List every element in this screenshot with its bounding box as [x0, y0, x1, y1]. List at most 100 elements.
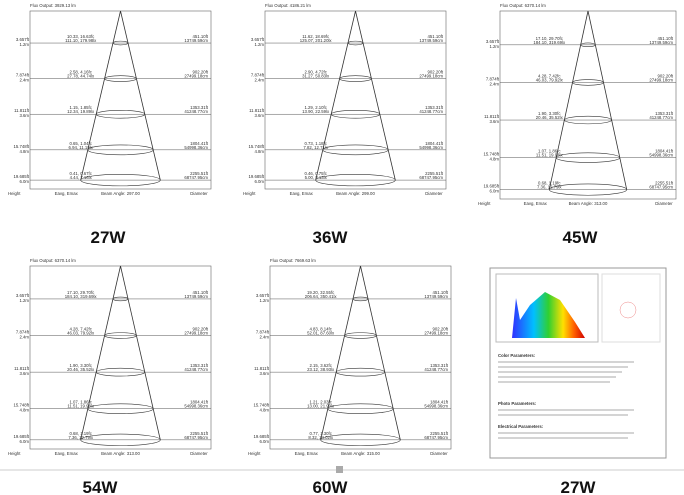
height-label: 11.811ft	[484, 114, 500, 119]
beam-ellipse	[564, 115, 612, 125]
diameter-label: 902.20ft	[192, 327, 208, 332]
beam-ellipse	[572, 79, 604, 86]
height-label: 2.4m	[19, 78, 29, 83]
height-label: 6.0m	[19, 439, 29, 444]
beam-ellipse	[80, 433, 161, 446]
cone-edge	[80, 265, 121, 440]
illuminance: 20.46, 35.52lx	[67, 367, 95, 372]
height-label: 3.657ft	[486, 39, 500, 44]
beam-ellipse	[327, 403, 394, 414]
height-label: 2.4m	[259, 335, 269, 340]
height-label: 7.874ft	[16, 330, 30, 335]
beam-ellipse	[330, 110, 381, 119]
beam-ellipse	[335, 367, 386, 377]
height-label: 15.748ft	[483, 152, 499, 157]
diameter-label: 54998.36cm	[424, 404, 448, 409]
diameter-label: 54998.36cm	[184, 404, 208, 409]
diameter-label: 41248.77cm	[184, 367, 208, 372]
axis-label: Eavg, Emax	[290, 191, 314, 196]
caption: 27W	[561, 478, 597, 495]
axis-label: Diameter	[190, 451, 208, 456]
chromaticity-box	[601, 273, 661, 343]
beam-angle: Beam Angle: 313.00	[569, 201, 608, 206]
diameter-label: 54998.36cm	[649, 153, 673, 158]
axis-label: Diameter	[425, 191, 443, 196]
flux-output: Flux Output: 6370.14 lm	[30, 258, 76, 263]
axis-label: Eavg, Emax	[295, 451, 319, 456]
report-heading: Electrical Parameters:	[498, 424, 544, 429]
beam-angle: Beam Angle: 313.00	[101, 451, 140, 456]
height-label: 1.2m	[259, 298, 269, 303]
diameter-label: 13749.59cm	[649, 40, 673, 45]
diameter-label: 13749.59cm	[184, 38, 208, 43]
flux-output: Flux Output: 6370.14 lm	[500, 3, 546, 8]
illuminance: 7.82, 12.71lx	[303, 145, 328, 150]
diameter-label: 451.10ft	[657, 36, 673, 41]
illuminance: 0.73, 1.18fc	[304, 141, 327, 146]
height-label: 2.4m	[489, 81, 499, 86]
height-label: 3.657ft	[16, 293, 30, 298]
report-heading: Photo Parameters:	[498, 401, 537, 406]
illuminance: 4.83, 8.14fc	[309, 327, 332, 332]
beam-ellipse	[95, 367, 146, 377]
illuminance: 27.78, 44.74lx	[67, 74, 95, 79]
axis-label: Diameter	[655, 201, 673, 206]
illuminance: 2.90, 4.72fc	[304, 70, 327, 75]
beam-ellipse	[112, 296, 129, 302]
axis-label: Eavg, Emax	[524, 201, 548, 206]
illuminance: 0.68, 1.19fc	[69, 431, 92, 436]
illuminance: 6.94, 11.19lx	[69, 145, 94, 150]
diameter-label: 1353.31ft	[655, 111, 674, 116]
height-label: 7.874ft	[16, 73, 30, 78]
height-label: 3.6m	[19, 371, 29, 376]
diameter-label: 2255.51ft	[425, 171, 444, 176]
illuminance: 2.15, 3.62fc	[309, 363, 332, 368]
diameter-label: 13749.59cm	[419, 38, 443, 43]
diameter-label: 1804.41ft	[190, 141, 209, 146]
diameter-label: 902.20ft	[657, 73, 673, 78]
height-label: 15.748ft	[253, 403, 269, 408]
illuminance: 206.64, 350.41lx	[305, 294, 338, 299]
height-label: 19.685ft	[483, 184, 499, 189]
diameter-label: 1353.31ft	[430, 363, 449, 368]
diameter-label: 27499.18cm	[424, 331, 448, 336]
beam-ellipse	[347, 40, 364, 46]
diameter-label: 27499.18cm	[649, 77, 673, 82]
illuminance: 0.68, 1.19fc	[538, 181, 561, 186]
height-label: 6.0m	[254, 179, 264, 184]
diameter-label: 27499.18cm	[184, 74, 208, 79]
diameter-label: 13749.59cm	[184, 294, 208, 299]
illuminance: 11.51, 19.98lx	[67, 404, 95, 409]
beam-ellipse	[322, 144, 389, 156]
illuminance: 0.41, 0.67fc	[69, 171, 92, 176]
illuminance: 1.90, 3.30fc	[538, 111, 561, 116]
diameter-label: 451.10ft	[427, 34, 443, 39]
beam-ellipse	[320, 433, 401, 446]
illuminance: 10.33, 16.63fc	[67, 34, 95, 39]
illuminance: 4.44, 7.16lx	[70, 175, 93, 180]
cone-edge	[120, 10, 161, 181]
axis-label: Height	[243, 191, 256, 196]
axis-label: Eavg, Emax	[55, 451, 79, 456]
diameter-label: 451.10ft	[432, 290, 448, 295]
beam-ellipse	[87, 144, 154, 156]
diameter-label: 27499.18cm	[419, 74, 443, 79]
height-label: 7.874ft	[251, 73, 265, 78]
cone-edge	[320, 265, 361, 440]
illuminance: 184.10, 319.69lx	[533, 40, 566, 45]
diameter-label: 1804.41ft	[425, 141, 444, 146]
cone-edge	[80, 10, 121, 181]
illuminance: 1.07, 1.86fc	[538, 149, 561, 154]
height-label: 15.748ft	[248, 144, 264, 149]
scroll-handle[interactable]	[336, 466, 343, 473]
diameter-label: 41248.77cm	[649, 115, 673, 120]
illuminance: 4.28, 7.42fc	[538, 73, 561, 78]
height-label: 3.6m	[254, 113, 264, 118]
illuminance: 184.10, 319.69lx	[65, 294, 98, 299]
illuminance: 1.90, 3.30fc	[69, 363, 92, 368]
height-label: 1.2m	[254, 42, 264, 47]
height-label: 4.8m	[19, 149, 29, 154]
height-label: 2.4m	[254, 78, 264, 83]
